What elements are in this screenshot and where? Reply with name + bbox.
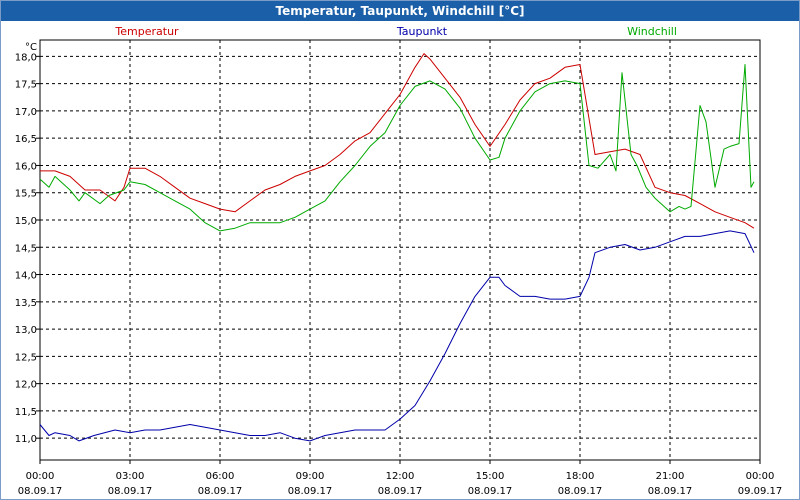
axes: 11,0 11,5 12,0 12,5 13,0 13,5 14,0 14,5 15,0 15,5… [15, 39, 783, 497]
x-tick-time-6: 18:00 [566, 471, 595, 482]
y-tick-label-0: 11,0 [15, 434, 37, 445]
series-layer [39, 53, 755, 442]
plot-area-border [39, 39, 761, 461]
x-tick-time-8: 00:00 [746, 471, 775, 482]
y-tick-label-11: 16,5 [15, 134, 37, 145]
x-tick-time-1: 03:00 [116, 471, 145, 482]
x-tick-time-4: 12:00 [386, 471, 415, 482]
legend-temperatur: Temperatur [114, 25, 179, 38]
legend-taupunkt: Taupunkt [396, 25, 448, 38]
x-tick-date-7: 08.09.17 [648, 486, 693, 497]
y-tick-label-2: 12,0 [15, 380, 37, 391]
x-tick-time-7: 21:00 [656, 471, 685, 482]
window-title: Temperatur, Taupunkt, Windchill [°C] [1, 1, 799, 21]
y-tick-label-8: 15,0 [15, 216, 37, 227]
series-line-temperatur [40, 53, 755, 229]
y-tick-label-1: 11,5 [15, 407, 37, 418]
x-tick-date-1: 08.09.17 [108, 486, 153, 497]
series-line-windchill [39, 64, 755, 232]
y-tick-label-5: 13,5 [15, 298, 37, 309]
legend-windchill: Windchill [627, 25, 677, 38]
x-tick-date-8: 09.09.17 [738, 486, 783, 497]
y-tick-label-12: 17,0 [15, 107, 37, 118]
x-tick-time-0: 00:00 [26, 471, 55, 482]
y-tick-label-7: 14,5 [15, 243, 37, 254]
y-tick-label-14: 18,0 [15, 52, 37, 63]
series-line-taupunkt [39, 230, 755, 442]
x-tick-date-3: 08.09.17 [288, 486, 333, 497]
x-tick-time-3: 09:00 [296, 471, 325, 482]
y-tick-label-9: 15,5 [15, 189, 37, 200]
y-tick-label-3: 12,5 [15, 352, 37, 363]
x-tick-date-0: 08.09.17 [18, 486, 63, 497]
x-tick-date-4: 08.09.17 [378, 486, 423, 497]
x-tick-date-6: 08.09.17 [558, 486, 603, 497]
y-tick-label-4: 13,0 [15, 325, 37, 336]
y-tick-label-13: 17,5 [15, 80, 37, 91]
x-tick-time-5: 15:00 [476, 471, 505, 482]
y-tick-label-6: 14,0 [15, 271, 37, 282]
x-tick-date-5: 08.09.17 [468, 486, 513, 497]
x-tick-date-2: 08.09.17 [198, 486, 243, 497]
y-axis-label: °C [25, 42, 37, 53]
y-tick-label-10: 16,0 [15, 161, 37, 172]
x-tick-time-2: 06:00 [206, 471, 235, 482]
grid [39, 40, 761, 460]
